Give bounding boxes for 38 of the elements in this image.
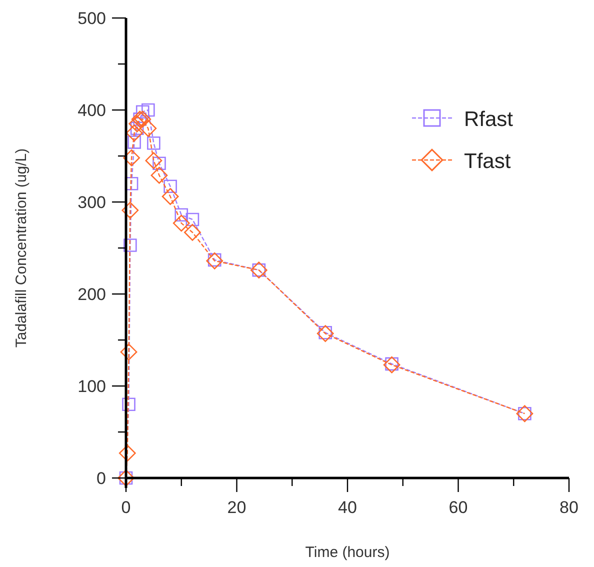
- point: [147, 136, 160, 150]
- x-axis-title: Time (hours): [305, 544, 390, 561]
- point: [186, 212, 200, 226]
- y-tick-label: 100: [78, 377, 106, 396]
- point: [184, 224, 201, 241]
- point: [145, 152, 162, 170]
- point: [128, 115, 146, 132]
- point: [316, 325, 334, 342]
- point: [122, 202, 139, 219]
- y-axis-title: Tadalafill Concentration (ug/L): [13, 148, 30, 348]
- point: [134, 110, 152, 128]
- y-tick-label: 500: [78, 9, 106, 28]
- point: [140, 120, 157, 137]
- x-tick-label: 0: [121, 498, 131, 517]
- y-tick-label: 200: [78, 285, 106, 304]
- x-tick-label: 80: [560, 498, 578, 517]
- point: [162, 188, 179, 205]
- point: [128, 136, 141, 149]
- point: [124, 238, 137, 252]
- legend-label: Tfast: [464, 150, 511, 173]
- x-tick-label: 40: [338, 498, 357, 517]
- point: [172, 214, 190, 232]
- x-tick-label: 20: [227, 498, 246, 517]
- point: [123, 149, 140, 166]
- point: [136, 105, 150, 118]
- point: [174, 208, 188, 222]
- point: [142, 103, 155, 117]
- point: [164, 180, 177, 194]
- y-tick-label: 300: [78, 193, 106, 212]
- point: [120, 344, 138, 360]
- point: [118, 444, 136, 462]
- y-tick-label: 0: [96, 469, 106, 488]
- x-tick-label: 60: [448, 498, 468, 517]
- legend-label: Rfast: [464, 108, 514, 131]
- point: [126, 124, 143, 142]
- point: [150, 166, 168, 184]
- y-tick-label: 400: [78, 101, 106, 120]
- point: [122, 398, 136, 412]
